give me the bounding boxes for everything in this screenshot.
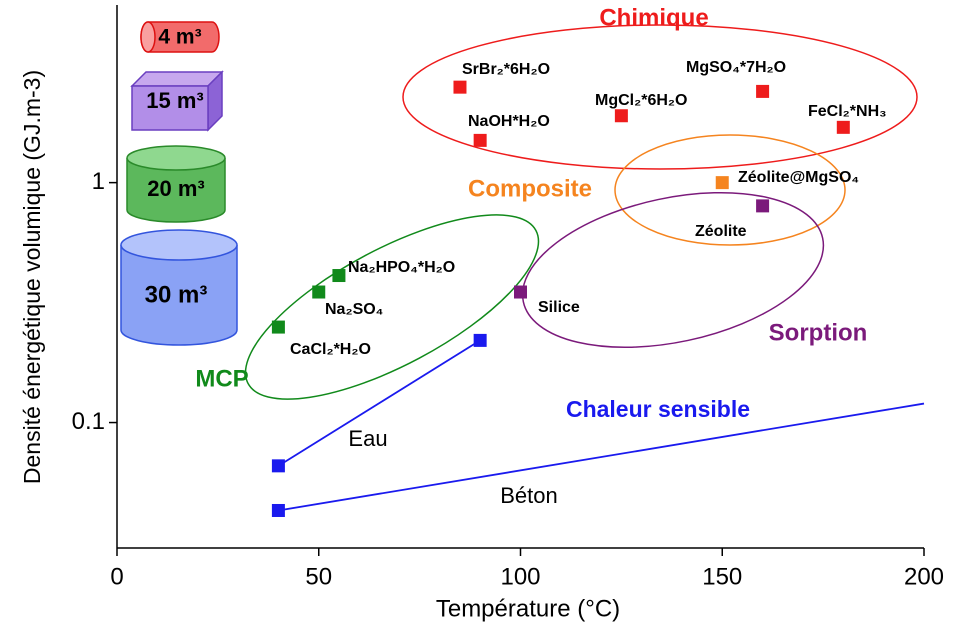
- point-label: NaOH*H₂O: [468, 113, 550, 130]
- x-tick-label: 100: [500, 563, 540, 590]
- point-label: MgCl₂*6H₂O: [595, 92, 687, 109]
- cylinder-20-top: [126, 145, 226, 171]
- x-axis-label: Température (°C): [436, 595, 620, 622]
- volume-icons: [120, 21, 238, 346]
- x-tick-label: 50: [305, 563, 332, 590]
- y-axis-label: Densité énergétique volumique (GJ.m-3): [19, 70, 45, 484]
- point-label: Silice: [538, 299, 580, 316]
- point: [271, 320, 285, 334]
- series-line: [277, 339, 481, 467]
- point: [473, 133, 487, 147]
- point: [614, 109, 628, 123]
- point: [453, 80, 467, 94]
- point: [715, 176, 729, 190]
- point-label: CaCl₂*H₂O: [290, 341, 371, 358]
- volume-label: 4 m³: [158, 26, 201, 49]
- cylinder-30: [120, 245, 238, 346]
- cylinder-20: [126, 158, 226, 223]
- point: [332, 269, 346, 283]
- group-ellipse: [614, 134, 846, 246]
- point-label: Na₂SO₄: [325, 301, 383, 318]
- point-label: MgSO₄*7H₂O: [686, 59, 786, 76]
- point: [473, 333, 487, 347]
- volume-label: 30 m³: [145, 281, 208, 308]
- series-name: Eau: [348, 426, 387, 451]
- series-name: Chimique: [599, 4, 708, 31]
- point: [836, 120, 850, 134]
- point-label: Zéolite: [695, 223, 747, 240]
- series-name: MCP: [195, 365, 248, 392]
- group-ellipse: [521, 191, 825, 349]
- box-top: [130, 71, 224, 87]
- point-label: Na₂HPO₄*H₂O: [348, 259, 455, 276]
- point: [514, 285, 527, 299]
- point: [271, 459, 285, 473]
- point: [271, 503, 285, 517]
- x-tick-label: 0: [110, 563, 123, 590]
- x-tick-label: 150: [702, 563, 742, 590]
- cylinder-30-top: [120, 229, 238, 261]
- point: [756, 84, 770, 98]
- x-tick-label: 200: [904, 563, 944, 590]
- volume-label: 20 m³: [147, 176, 204, 201]
- series-name: Sorption: [769, 319, 868, 346]
- group-ellipse: [402, 24, 918, 170]
- point: [756, 199, 770, 213]
- cylinder-4-end: [140, 21, 156, 53]
- series-name: Composite: [468, 175, 592, 202]
- point-label: SrBr₂*6H₂O: [462, 61, 550, 78]
- y-tick-label: 0.1: [72, 408, 105, 435]
- group-ellipse: [244, 214, 540, 400]
- box-front: [131, 85, 209, 131]
- annotation: Chaleur sensible: [566, 396, 750, 422]
- point: [312, 285, 326, 299]
- y-tick-label: 1: [92, 168, 105, 195]
- series-line: [278, 402, 925, 512]
- volume-label: 15 m³: [146, 88, 203, 113]
- series-name: Béton: [500, 483, 558, 508]
- point-label: FeCl₂*NH₃: [808, 103, 887, 120]
- point-label: Zéolite@MgSO₄: [738, 169, 859, 186]
